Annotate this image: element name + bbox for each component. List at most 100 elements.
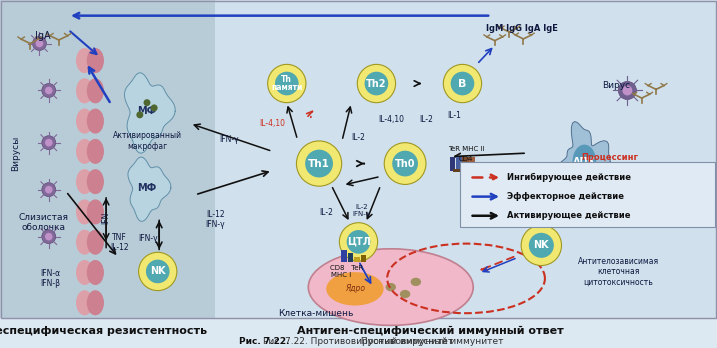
- Text: IL-1: IL-1: [447, 111, 462, 120]
- Text: Клетка-мишень: Клетка-мишень: [277, 309, 353, 318]
- Text: Вирус: Вирус: [602, 81, 631, 90]
- Ellipse shape: [87, 230, 104, 255]
- Text: Антителозависимая
клеточная
цитотоксичность: Антителозависимая клеточная цитотоксично…: [577, 256, 659, 286]
- Text: B: B: [458, 79, 467, 88]
- Text: IL-12
IFN-γ: IL-12 IFN-γ: [205, 209, 225, 229]
- Ellipse shape: [267, 64, 306, 103]
- Text: Рис. 7.22.: Рис. 7.22.: [239, 337, 289, 346]
- Ellipse shape: [138, 252, 177, 291]
- Ellipse shape: [36, 40, 43, 47]
- Bar: [341, 250, 347, 262]
- Ellipse shape: [76, 169, 93, 194]
- Bar: [450, 157, 455, 171]
- FancyBboxPatch shape: [460, 162, 715, 227]
- Text: IFN-α
IFN-β: IFN-α IFN-β: [40, 269, 60, 288]
- Ellipse shape: [76, 139, 93, 164]
- Ellipse shape: [443, 64, 482, 103]
- Text: CD8   TeR: CD8 TeR: [330, 265, 363, 271]
- Text: Неспецифическая резистентность: Неспецифическая резистентность: [0, 326, 207, 336]
- Bar: [354, 257, 360, 262]
- Ellipse shape: [572, 145, 597, 179]
- Ellipse shape: [346, 230, 371, 254]
- Ellipse shape: [76, 260, 93, 285]
- Text: IL-2: IL-2: [419, 114, 433, 124]
- Ellipse shape: [76, 48, 93, 73]
- Text: ЦТЛ: ЦТЛ: [346, 237, 371, 247]
- Text: IL-2
IFN-γ: IL-2 IFN-γ: [353, 204, 370, 217]
- Ellipse shape: [42, 136, 56, 150]
- Text: Процессинг: Процессинг: [581, 153, 638, 162]
- Text: IFN: IFN: [102, 211, 110, 224]
- Text: Активированный
макрофаг: Активированный макрофаг: [113, 131, 181, 151]
- Bar: [462, 157, 470, 171]
- Ellipse shape: [87, 199, 104, 224]
- Polygon shape: [128, 157, 171, 221]
- Text: MHC I: MHC I: [331, 272, 351, 278]
- Ellipse shape: [400, 290, 410, 298]
- Bar: [361, 255, 366, 262]
- Text: IFN-γ: IFN-γ: [219, 135, 239, 144]
- Text: IL-4,10: IL-4,10: [260, 119, 285, 128]
- Text: Антиген-специфический иммунный ответ: Антиген-специфический иммунный ответ: [297, 326, 564, 336]
- Text: Ядро: Ядро: [345, 284, 365, 293]
- Ellipse shape: [618, 81, 637, 100]
- Bar: [348, 253, 353, 262]
- Ellipse shape: [76, 230, 93, 255]
- Ellipse shape: [339, 223, 378, 261]
- Ellipse shape: [87, 139, 104, 164]
- Text: Слизистая
оболочка: Слизистая оболочка: [18, 213, 68, 232]
- Text: МФ: МФ: [138, 183, 156, 193]
- Text: Активирующее действие: Активирующее действие: [507, 211, 630, 220]
- Ellipse shape: [357, 64, 396, 103]
- Polygon shape: [125, 73, 175, 153]
- Ellipse shape: [76, 109, 93, 134]
- Ellipse shape: [622, 86, 632, 95]
- Ellipse shape: [87, 78, 104, 103]
- Text: IL-2: IL-2: [351, 133, 366, 142]
- Ellipse shape: [45, 139, 52, 147]
- Ellipse shape: [143, 99, 151, 106]
- Ellipse shape: [76, 78, 93, 103]
- Text: МФ: МФ: [138, 106, 156, 116]
- Ellipse shape: [392, 151, 418, 176]
- Bar: [453, 169, 467, 172]
- Ellipse shape: [42, 230, 56, 244]
- Bar: [0, 0, 215, 320]
- Text: TeR MHC II: TeR MHC II: [448, 145, 484, 152]
- Ellipse shape: [386, 283, 396, 291]
- Ellipse shape: [326, 272, 384, 306]
- Bar: [469, 157, 475, 171]
- Text: CD4: CD4: [459, 156, 473, 162]
- Ellipse shape: [45, 186, 52, 193]
- Ellipse shape: [146, 260, 170, 283]
- Bar: [0, 318, 717, 348]
- Ellipse shape: [151, 104, 158, 111]
- Ellipse shape: [76, 199, 93, 224]
- Ellipse shape: [45, 87, 52, 94]
- Ellipse shape: [42, 84, 56, 97]
- Ellipse shape: [450, 72, 475, 95]
- Ellipse shape: [296, 141, 342, 186]
- Ellipse shape: [411, 278, 421, 286]
- Polygon shape: [555, 121, 610, 203]
- Ellipse shape: [305, 150, 333, 177]
- Text: NK: NK: [533, 240, 549, 250]
- Bar: [215, 0, 717, 320]
- Ellipse shape: [87, 260, 104, 285]
- Ellipse shape: [87, 169, 104, 194]
- Ellipse shape: [87, 109, 104, 134]
- Ellipse shape: [529, 233, 554, 258]
- Text: IgM IgG IgA IgE: IgM IgG IgA IgE: [486, 24, 558, 33]
- Text: Рис. 7.22. Противовирусный иммунитет: Рис. 7.22. Противовирусный иммунитет: [263, 337, 454, 346]
- Text: Вирусы: Вирусы: [11, 135, 20, 171]
- Text: АПК: АПК: [573, 157, 596, 167]
- Ellipse shape: [308, 249, 473, 325]
- Ellipse shape: [45, 233, 52, 240]
- Text: NK: NK: [150, 267, 166, 276]
- Text: Th0: Th0: [395, 159, 415, 168]
- Text: IgA: IgA: [35, 31, 51, 41]
- Text: IFN-γ: IFN-γ: [138, 234, 158, 243]
- Text: TNF
IL-12: TNF IL-12: [110, 233, 129, 252]
- Text: IL-2: IL-2: [319, 208, 333, 217]
- Ellipse shape: [384, 143, 426, 184]
